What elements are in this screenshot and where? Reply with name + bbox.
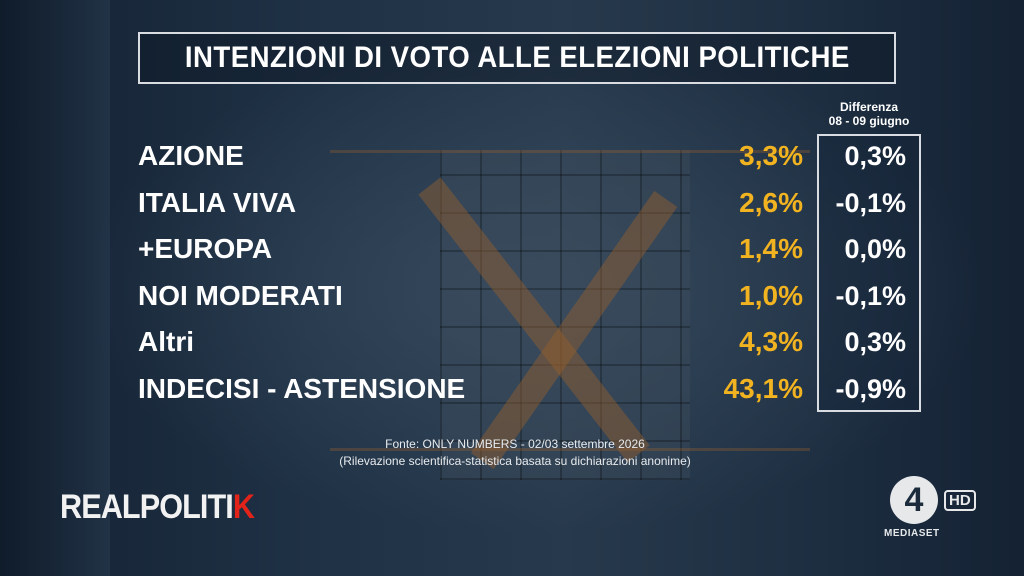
difference-header: Differenza 08 - 09 giugno	[808, 100, 930, 128]
show-logo-text: REALPOLITI	[60, 488, 234, 526]
vote-percentage: 1,0%	[739, 279, 803, 311]
table-row: NOI MODERATI 1,0% -0,1%	[138, 276, 918, 316]
chart-title-box: INTENZIONI DI VOTO ALLE ELEZIONI POLITIC…	[138, 32, 896, 84]
party-name: INDECISI - ASTENSIONE	[138, 372, 466, 404]
difference-value: -0,1%	[835, 280, 906, 311]
methodology-line: (Rilevazione scientifica-statistica basa…	[339, 454, 691, 468]
party-name: ITALIA VIVA	[138, 186, 297, 218]
show-logo-accent: K	[232, 488, 255, 526]
difference-value: 0,3%	[844, 141, 906, 171]
channel-logo-icon: 4	[890, 476, 938, 524]
vote-percentage: 3,3%	[739, 140, 803, 171]
vote-percentage: 4,3%	[739, 326, 803, 357]
difference-value: 0,3%	[844, 327, 906, 357]
difference-value: 0,0%	[844, 234, 906, 264]
hd-badge: HD	[944, 490, 976, 511]
party-name: AZIONE	[138, 140, 244, 171]
party-name: +EUROPA	[138, 233, 273, 264]
table-row: ITALIA VIVA 2,6% -0,1%	[138, 183, 918, 223]
show-logo: REALPOLITIK	[60, 488, 255, 527]
chart-title: INTENZIONI DI VOTO ALLE ELEZIONI POLITIC…	[184, 41, 850, 74]
background-pillar	[0, 0, 110, 576]
source-note: Fonte: ONLY NUMBERS - 02/03 settembre 20…	[260, 436, 770, 470]
vote-percentage: 43,1%	[723, 372, 803, 404]
channel-name: MEDIASET	[884, 528, 940, 539]
difference-value: -0,1%	[835, 187, 906, 218]
vote-percentage: 1,4%	[739, 233, 803, 264]
table-row: Altri 4,3% 0,3%	[138, 322, 918, 362]
difference-header-line2: 08 - 09 giugno	[828, 114, 910, 128]
difference-column-box	[817, 134, 921, 412]
channel-number: 4	[904, 481, 924, 519]
background-rail	[330, 448, 810, 451]
difference-value: -0,9%	[835, 373, 906, 404]
table-row: INDECISI - ASTENSIONE 43,1% -0,9%	[138, 369, 918, 409]
party-name: Altri	[138, 326, 194, 357]
table-row: AZIONE 3,3% 0,3%	[138, 136, 918, 176]
background-window	[440, 150, 690, 480]
difference-header-line1: Differenza	[839, 100, 898, 114]
vote-percentage: 2,6%	[739, 186, 803, 218]
background-rail	[330, 150, 810, 153]
source-line: Fonte: ONLY NUMBERS - 02/03 settembre 20…	[385, 437, 645, 451]
table-row: +EUROPA 1,4% 0,0%	[138, 229, 918, 269]
party-name: NOI MODERATI	[138, 279, 343, 311]
